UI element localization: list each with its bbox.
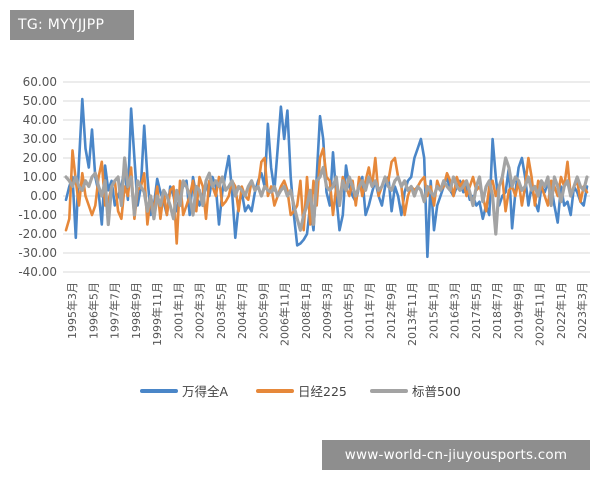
series-line-3 xyxy=(64,156,589,236)
x-tick-label: 2020年11月 xyxy=(533,282,547,346)
x-tick-label: 2013年11月 xyxy=(405,282,419,346)
series-lines xyxy=(64,97,589,259)
x-tick-label: 2004年7月 xyxy=(235,282,249,339)
legend-label: 日经225 xyxy=(298,384,347,399)
x-tick-label: 1999年11月 xyxy=(150,282,164,346)
y-tick-label: -30.00 xyxy=(18,246,57,260)
x-tick-label: 2001年1月 xyxy=(171,282,185,339)
x-tick-label: 2008年1月 xyxy=(299,282,313,339)
x-tick-label: 2016年3月 xyxy=(448,282,462,339)
x-tick-label: 2022年1月 xyxy=(554,282,568,339)
y-tick-label: -20.00 xyxy=(18,227,57,241)
x-tick-label: 2010年5月 xyxy=(341,282,355,339)
y-tick-label: 30.00 xyxy=(23,132,57,146)
x-tick-label: 1997年7月 xyxy=(108,282,122,339)
y-tick-label: 40.00 xyxy=(23,113,57,127)
x-tick-label: 1996年5月 xyxy=(86,282,100,339)
y-tick-label: 60.00 xyxy=(23,75,57,89)
x-tick-label: 2023年3月 xyxy=(575,282,589,339)
x-tick-label: 2011年7月 xyxy=(363,282,377,339)
x-tick-label: 2015年1月 xyxy=(426,282,440,339)
x-tick-label: 2018年7月 xyxy=(490,282,504,339)
watermark-top-left: TG: MYYJJPP xyxy=(10,10,134,40)
y-tick-label: 0.00 xyxy=(30,189,57,203)
y-tick-label: -10.00 xyxy=(18,208,57,222)
y-axis-ticks: 60.00 50.00 40.00 30.00 20.00 10.00 0.00 -10.00… xyxy=(18,75,57,279)
x-tick-label: 2017年5月 xyxy=(469,282,483,339)
x-tick-label: 2003年5月 xyxy=(214,282,228,339)
x-tick-label: 2012年9月 xyxy=(384,282,398,339)
legend: 万得全A 日经225 标普500 xyxy=(140,384,461,399)
y-tick-label: 50.00 xyxy=(23,94,57,108)
x-tick-label: 2002年3月 xyxy=(193,282,207,339)
x-tick-label: 1998年9月 xyxy=(129,282,143,339)
watermark-bottom-right: www-world-cn-jiuyousports.com xyxy=(322,440,590,470)
y-tick-label: 10.00 xyxy=(23,170,57,184)
y-tick-label: 20.00 xyxy=(23,151,57,165)
x-tick-label: 2019年9月 xyxy=(511,282,525,339)
legend-label: 万得全A xyxy=(182,384,229,399)
x-tick-label: 1995年3月 xyxy=(65,282,79,339)
x-axis-ticks: 1995年3月 1996年5月 1997年7月 1998年9月 1999年11月 2001… xyxy=(65,282,589,346)
legend-label: 标普500 xyxy=(412,384,461,399)
x-tick-label: 2009年3月 xyxy=(320,282,334,339)
x-tick-label: 2006年11月 xyxy=(278,282,292,346)
y-tick-label: -40.00 xyxy=(18,265,57,279)
x-tick-label: 2005年9月 xyxy=(256,282,270,339)
